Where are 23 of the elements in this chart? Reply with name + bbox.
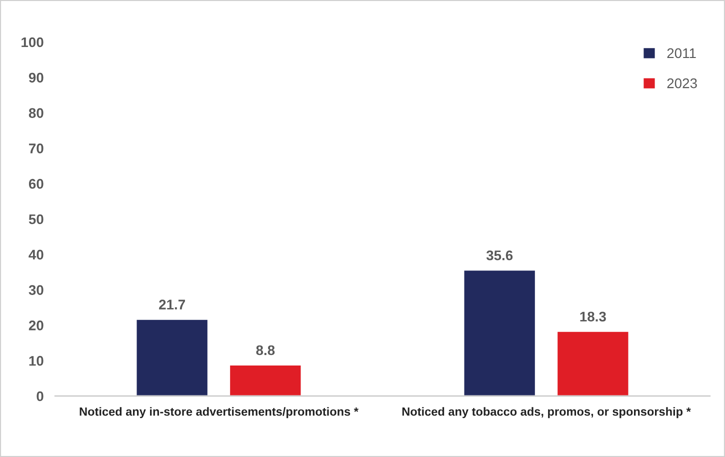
- bar: [135, 318, 209, 396]
- y-tick-label: 30: [28, 285, 44, 295]
- y-tick-label: 0: [36, 391, 44, 402]
- y-tick-label: 60: [28, 178, 44, 189]
- y-tick-label: 100: [22, 37, 44, 48]
- y-tick-label: 20: [28, 320, 44, 330]
- y-tick-label: 70: [29, 144, 44, 154]
- y-tick-label: 50: [28, 214, 44, 224]
- legend-label: 2023: [667, 78, 697, 88]
- data-label: 8.8: [256, 345, 275, 356]
- legend-label: 2011: [667, 48, 696, 58]
- y-tick-label: 80: [28, 108, 44, 118]
- x-tick-label: Noticed any tobacco ads, promos, or sponsorship *: [402, 407, 691, 418]
- bar: [228, 364, 302, 396]
- bar: [556, 330, 630, 396]
- y-tick-label: 40: [28, 250, 44, 260]
- y-tick-label: 10: [29, 356, 44, 366]
- data-label: 21.7: [159, 300, 185, 310]
- y-tick-label: 90: [28, 72, 44, 83]
- data-label: 35.6: [486, 250, 513, 260]
- bar: [462, 269, 536, 396]
- data-label: 18.3: [580, 312, 606, 322]
- x-tick-label: Noticed any in-store advertisements/promotions *: [80, 407, 358, 418]
